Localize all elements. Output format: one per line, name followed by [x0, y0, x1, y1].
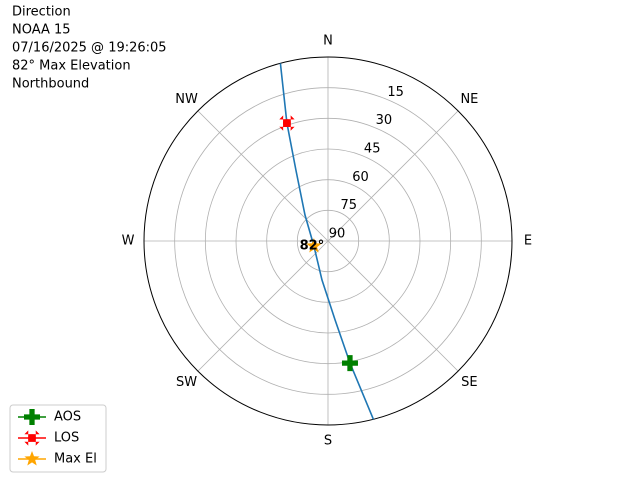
legend-label: Max El: [54, 452, 97, 467]
legend: AOS LOS Max El: [9, 404, 107, 473]
title-line: Northbound: [12, 77, 89, 92]
grid-spoke: [327, 240, 459, 372]
annotation: 82°: [300, 239, 325, 254]
grid-spoke: [327, 110, 459, 242]
point-marker: [341, 355, 358, 372]
r-tick-label: 15: [387, 85, 404, 100]
point-marker: [306, 238, 322, 253]
grid-spoke: [197, 240, 329, 372]
r-tick-label: 90: [329, 227, 346, 242]
direction-label: NW: [175, 92, 198, 107]
r-tick-label: 75: [340, 198, 357, 213]
legend-label: LOS: [54, 431, 79, 446]
legend-marker: [24, 409, 40, 425]
legend-marker: [24, 451, 40, 466]
point-marker: [279, 115, 295, 131]
title-line: 07/16/2025 @ 19:26:05: [12, 41, 167, 56]
outer-circle: [143, 56, 513, 426]
direction-label: SW: [176, 375, 197, 390]
direction-label: W: [122, 234, 135, 249]
direction-label: S: [324, 434, 332, 449]
title-line: NOAA 15: [12, 23, 71, 38]
r-tick-label: 30: [376, 113, 393, 128]
grid-spoke: [197, 110, 329, 242]
legend-label: AOS: [54, 410, 81, 425]
title-line: Direction: [12, 5, 71, 20]
title-line: 82° Max Elevation: [12, 59, 131, 74]
direction-label: SE: [461, 375, 477, 390]
direction-label: NE: [460, 92, 478, 107]
direction-label: N: [323, 34, 333, 49]
direction-label: E: [524, 234, 532, 249]
r-tick-label: 60: [352, 170, 369, 185]
r-tick-label: 45: [364, 142, 381, 157]
legend-marker: [24, 430, 40, 446]
